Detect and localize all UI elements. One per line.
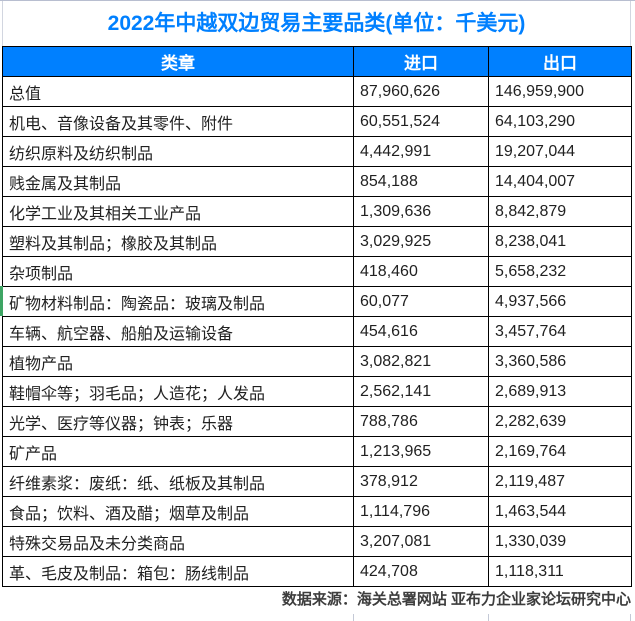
export-cell: 3,457,764 — [488, 316, 632, 347]
import-cell: 1,114,796 — [353, 496, 489, 527]
import-cell: 4,442,991 — [353, 136, 489, 167]
category-cell: 车辆、航空器、船舶及运输设备 — [2, 316, 354, 347]
category-cell: 革、毛皮及制品：箱包：肠线制品 — [2, 556, 354, 587]
table-row: 特殊交易品及未分类商品 3,207,081 1,330,039 — [2, 526, 632, 557]
gridline-stub — [630, 614, 631, 621]
category-cell: 食品；饮料、酒及醋；烟草及制品 — [2, 496, 354, 527]
column-header-export: 出口 — [488, 46, 632, 77]
table-row: 贱金属及其制品 854,188 14,404,007 — [2, 166, 632, 197]
export-cell: 146,959,900 — [488, 76, 632, 107]
export-cell: 8,842,879 — [488, 196, 632, 227]
table-title: 2022年中越双边贸易主要品类(单位：千美元) — [2, 1, 631, 46]
table-row: 矿产品 1,213,965 2,169,764 — [2, 436, 632, 467]
import-cell: 418,460 — [353, 256, 489, 287]
table-row: 化学工业及其相关工业产品 1,309,636 8,842,879 — [2, 196, 632, 227]
table-row: 光学、医疗等仪器；钟表；乐器 788,786 2,282,639 — [2, 406, 632, 437]
export-cell: 2,169,764 — [488, 436, 632, 467]
top-gridline — [0, 0, 635, 1]
table-row: 机电、音像设备及其零件、附件 60,551,524 64,103,290 — [2, 106, 632, 137]
import-cell: 378,912 — [353, 466, 489, 497]
import-cell: 788,786 — [353, 406, 489, 437]
category-cell: 矿物材料制品：陶瓷品：玻璃及制品 — [2, 286, 354, 317]
table-row: 杂项制品 418,460 5,658,232 — [2, 256, 632, 287]
table-row: 纤维素浆：废纸：纸、纸板及其制品 378,912 2,119,487 — [2, 466, 632, 497]
import-cell: 3,029,925 — [353, 226, 489, 257]
trade-table: 类章 进口 出口 总值 87,960,626 146,959,900 机电、音像设备及… — [2, 46, 632, 587]
table-row: 革、毛皮及制品：箱包：肠线制品 424,708 1,118,311 — [2, 556, 632, 587]
category-cell: 鞋帽伞等；羽毛品；人造花；人发品 — [2, 376, 354, 407]
category-cell: 贱金属及其制品 — [2, 166, 354, 197]
export-cell: 8,238,041 — [488, 226, 632, 257]
header-row: 类章 进口 出口 — [2, 46, 632, 77]
table-row: 鞋帽伞等；羽毛品；人造花；人发品 2,562,141 2,689,913 — [2, 376, 632, 407]
table-row: 植物产品 3,082,821 3,360,586 — [2, 346, 632, 377]
import-cell: 60,077 — [353, 286, 489, 317]
export-cell: 1,118,311 — [488, 556, 632, 587]
import-cell: 2,562,141 — [353, 376, 489, 407]
export-cell: 19,207,044 — [488, 136, 632, 167]
column-header-category: 类章 — [2, 46, 354, 77]
export-cell: 5,658,232 — [488, 256, 632, 287]
table-body: 总值 87,960,626 146,959,900 机电、音像设备及其零件、附件 60,… — [2, 76, 632, 587]
export-cell: 3,360,586 — [488, 346, 632, 377]
export-cell: 4,937,566 — [488, 286, 632, 317]
source-note: 数据来源：海关总署网站 亚布力企业家论坛研究中心 — [281, 591, 631, 608]
import-cell: 454,616 — [353, 316, 489, 347]
category-cell: 植物产品 — [2, 346, 354, 377]
import-cell: 87,960,626 — [353, 76, 489, 107]
category-cell: 纤维素浆：废纸：纸、纸板及其制品 — [2, 466, 354, 497]
export-cell: 2,119,487 — [488, 466, 632, 497]
table-row: 纺织原料及纺织制品 4,442,991 19,207,044 — [2, 136, 632, 167]
export-cell: 2,282,639 — [488, 406, 632, 437]
export-cell: 1,330,039 — [488, 526, 632, 557]
import-cell: 854,188 — [353, 166, 489, 197]
gridline-stub — [353, 614, 354, 621]
import-cell: 1,213,965 — [353, 436, 489, 467]
category-cell: 特殊交易品及未分类商品 — [2, 526, 354, 557]
category-cell: 纺织原料及纺织制品 — [2, 136, 354, 167]
category-cell: 矿产品 — [2, 436, 354, 467]
import-cell: 60,551,524 — [353, 106, 489, 137]
table-row: 食品；饮料、酒及醋；烟草及制品 1,114,796 1,463,544 — [2, 496, 632, 527]
export-cell: 2,689,913 — [488, 376, 632, 407]
export-cell: 64,103,290 — [488, 106, 632, 137]
category-cell: 光学、医疗等仪器；钟表；乐器 — [2, 406, 354, 437]
table-row: 塑料及其制品；橡胶及其制品 3,029,925 8,238,041 — [2, 226, 632, 257]
row-selection-marker — [0, 286, 3, 316]
gridline-stub — [488, 614, 489, 621]
import-cell: 424,708 — [353, 556, 489, 587]
category-cell: 化学工业及其相关工业产品 — [2, 196, 354, 227]
table-row: 车辆、航空器、船舶及运输设备 454,616 3,457,764 — [2, 316, 632, 347]
category-cell: 塑料及其制品；橡胶及其制品 — [2, 226, 354, 257]
table-row: 矿物材料制品：陶瓷品：玻璃及制品 60,077 4,937,566 — [2, 286, 632, 317]
export-cell: 14,404,007 — [488, 166, 632, 197]
import-cell: 1,309,636 — [353, 196, 489, 227]
table-row: 总值 87,960,626 146,959,900 — [2, 76, 632, 107]
import-cell: 3,207,081 — [353, 526, 489, 557]
column-header-import: 进口 — [353, 46, 489, 77]
category-cell: 杂项制品 — [2, 256, 354, 287]
category-cell: 总值 — [2, 76, 354, 107]
export-cell: 1,463,544 — [488, 496, 632, 527]
table-header: 类章 进口 出口 — [2, 46, 632, 77]
import-cell: 3,082,821 — [353, 346, 489, 377]
category-cell: 机电、音像设备及其零件、附件 — [2, 106, 354, 137]
